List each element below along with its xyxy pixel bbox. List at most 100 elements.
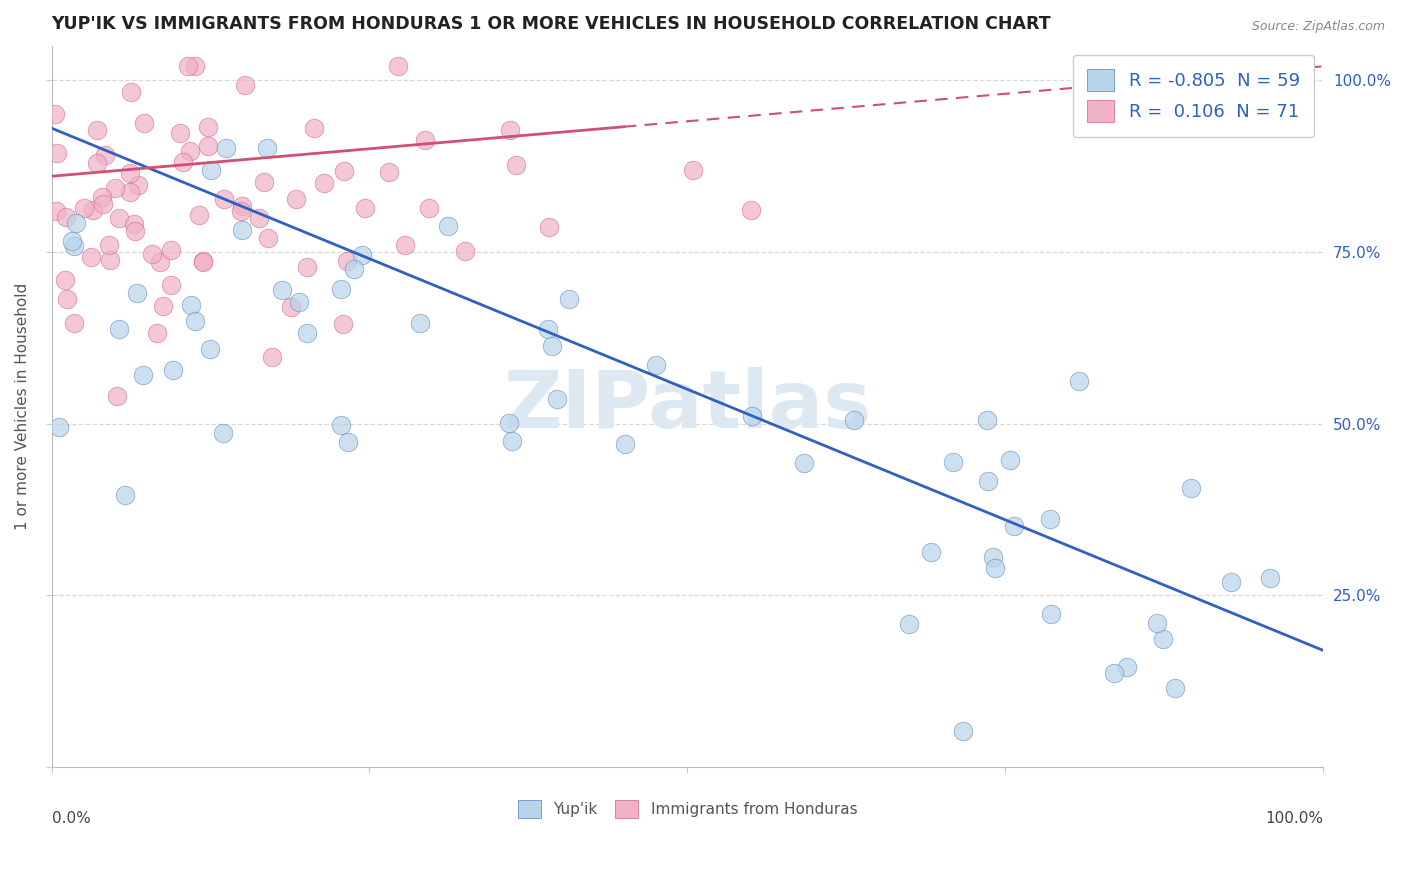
Point <box>288 294 311 309</box>
Point <box>1067 374 1090 388</box>
Point <box>1146 616 1168 631</box>
Point <box>44 107 66 121</box>
Point <box>498 416 520 430</box>
Point <box>159 278 181 293</box>
Point <box>200 163 222 178</box>
Point <box>740 202 762 217</box>
Point <box>920 544 942 558</box>
Point <box>387 59 409 73</box>
Point <box>314 177 336 191</box>
Point <box>558 292 581 306</box>
Legend: Yup'ik, Immigrants from Honduras: Yup'ik, Immigrants from Honduras <box>512 794 863 824</box>
Point <box>353 201 375 215</box>
Point <box>793 456 815 470</box>
Point <box>1258 571 1281 585</box>
Point <box>105 389 128 403</box>
Point <box>146 326 169 340</box>
Point <box>134 116 156 130</box>
Point <box>501 434 523 448</box>
Point <box>378 165 401 179</box>
Point <box>333 163 356 178</box>
Text: YUP'IK VS IMMIGRANTS FROM HONDURAS 1 OR MORE VEHICLES IN HOUSEHOLD CORRELATION C: YUP'IK VS IMMIGRANTS FROM HONDURAS 1 OR … <box>52 15 1052 33</box>
Point <box>537 322 560 336</box>
Point <box>231 203 253 218</box>
Point <box>118 186 141 200</box>
Point <box>82 202 104 217</box>
Point <box>436 219 458 233</box>
Point <box>108 321 131 335</box>
Point <box>247 211 270 225</box>
Point <box>984 561 1007 575</box>
Point <box>48 420 70 434</box>
Point <box>149 255 172 269</box>
Point <box>284 192 307 206</box>
Y-axis label: 1 or more Vehicles in Household: 1 or more Vehicles in Household <box>15 283 30 530</box>
Text: ZIPatlas: ZIPatlas <box>503 368 872 445</box>
Point <box>200 342 222 356</box>
Text: Source: ZipAtlas.com: Source: ZipAtlas.com <box>1251 20 1385 33</box>
Point <box>682 162 704 177</box>
Point <box>409 316 432 330</box>
Point <box>114 488 136 502</box>
Point <box>280 300 302 314</box>
Point <box>215 140 238 154</box>
Point <box>124 224 146 238</box>
Point <box>329 417 352 432</box>
Point <box>295 260 318 274</box>
Point <box>413 133 436 147</box>
Point <box>159 243 181 257</box>
Point <box>124 217 146 231</box>
Point <box>90 190 112 204</box>
Point <box>270 283 292 297</box>
Point <box>546 392 568 407</box>
Point <box>191 254 214 268</box>
Point <box>125 285 148 300</box>
Point <box>62 234 84 248</box>
Point <box>505 158 527 172</box>
Point <box>498 123 520 137</box>
Point <box>152 299 174 313</box>
Point <box>540 339 562 353</box>
Point <box>302 121 325 136</box>
Point <box>977 474 1000 488</box>
Point <box>197 139 219 153</box>
Text: 100.0%: 100.0% <box>1265 811 1323 826</box>
Point <box>86 123 108 137</box>
Point <box>91 196 114 211</box>
Point <box>231 222 253 236</box>
Point <box>65 216 87 230</box>
Point <box>256 141 278 155</box>
Point <box>1040 607 1063 621</box>
Point <box>897 616 920 631</box>
Point <box>1152 632 1174 646</box>
Point <box>295 326 318 341</box>
Point <box>187 208 209 222</box>
Point <box>183 59 205 73</box>
Point <box>644 359 666 373</box>
Point <box>191 255 214 269</box>
Point <box>184 314 207 328</box>
Point <box>1002 519 1025 533</box>
Point <box>741 409 763 423</box>
Point <box>197 120 219 135</box>
Point <box>256 231 278 245</box>
Point <box>233 78 256 92</box>
Text: 0.0%: 0.0% <box>52 811 90 826</box>
Point <box>211 426 233 441</box>
Point <box>73 201 96 215</box>
Point <box>55 210 77 224</box>
Point <box>1180 481 1202 495</box>
Point <box>976 413 998 427</box>
Point <box>86 155 108 169</box>
Point <box>127 178 149 192</box>
Point <box>180 298 202 312</box>
Point <box>169 126 191 140</box>
Point <box>141 246 163 260</box>
Point <box>537 219 560 234</box>
Point <box>981 549 1004 564</box>
Point <box>63 239 86 253</box>
Point <box>454 244 477 258</box>
Point <box>336 434 359 449</box>
Point <box>177 59 200 73</box>
Point <box>998 452 1021 467</box>
